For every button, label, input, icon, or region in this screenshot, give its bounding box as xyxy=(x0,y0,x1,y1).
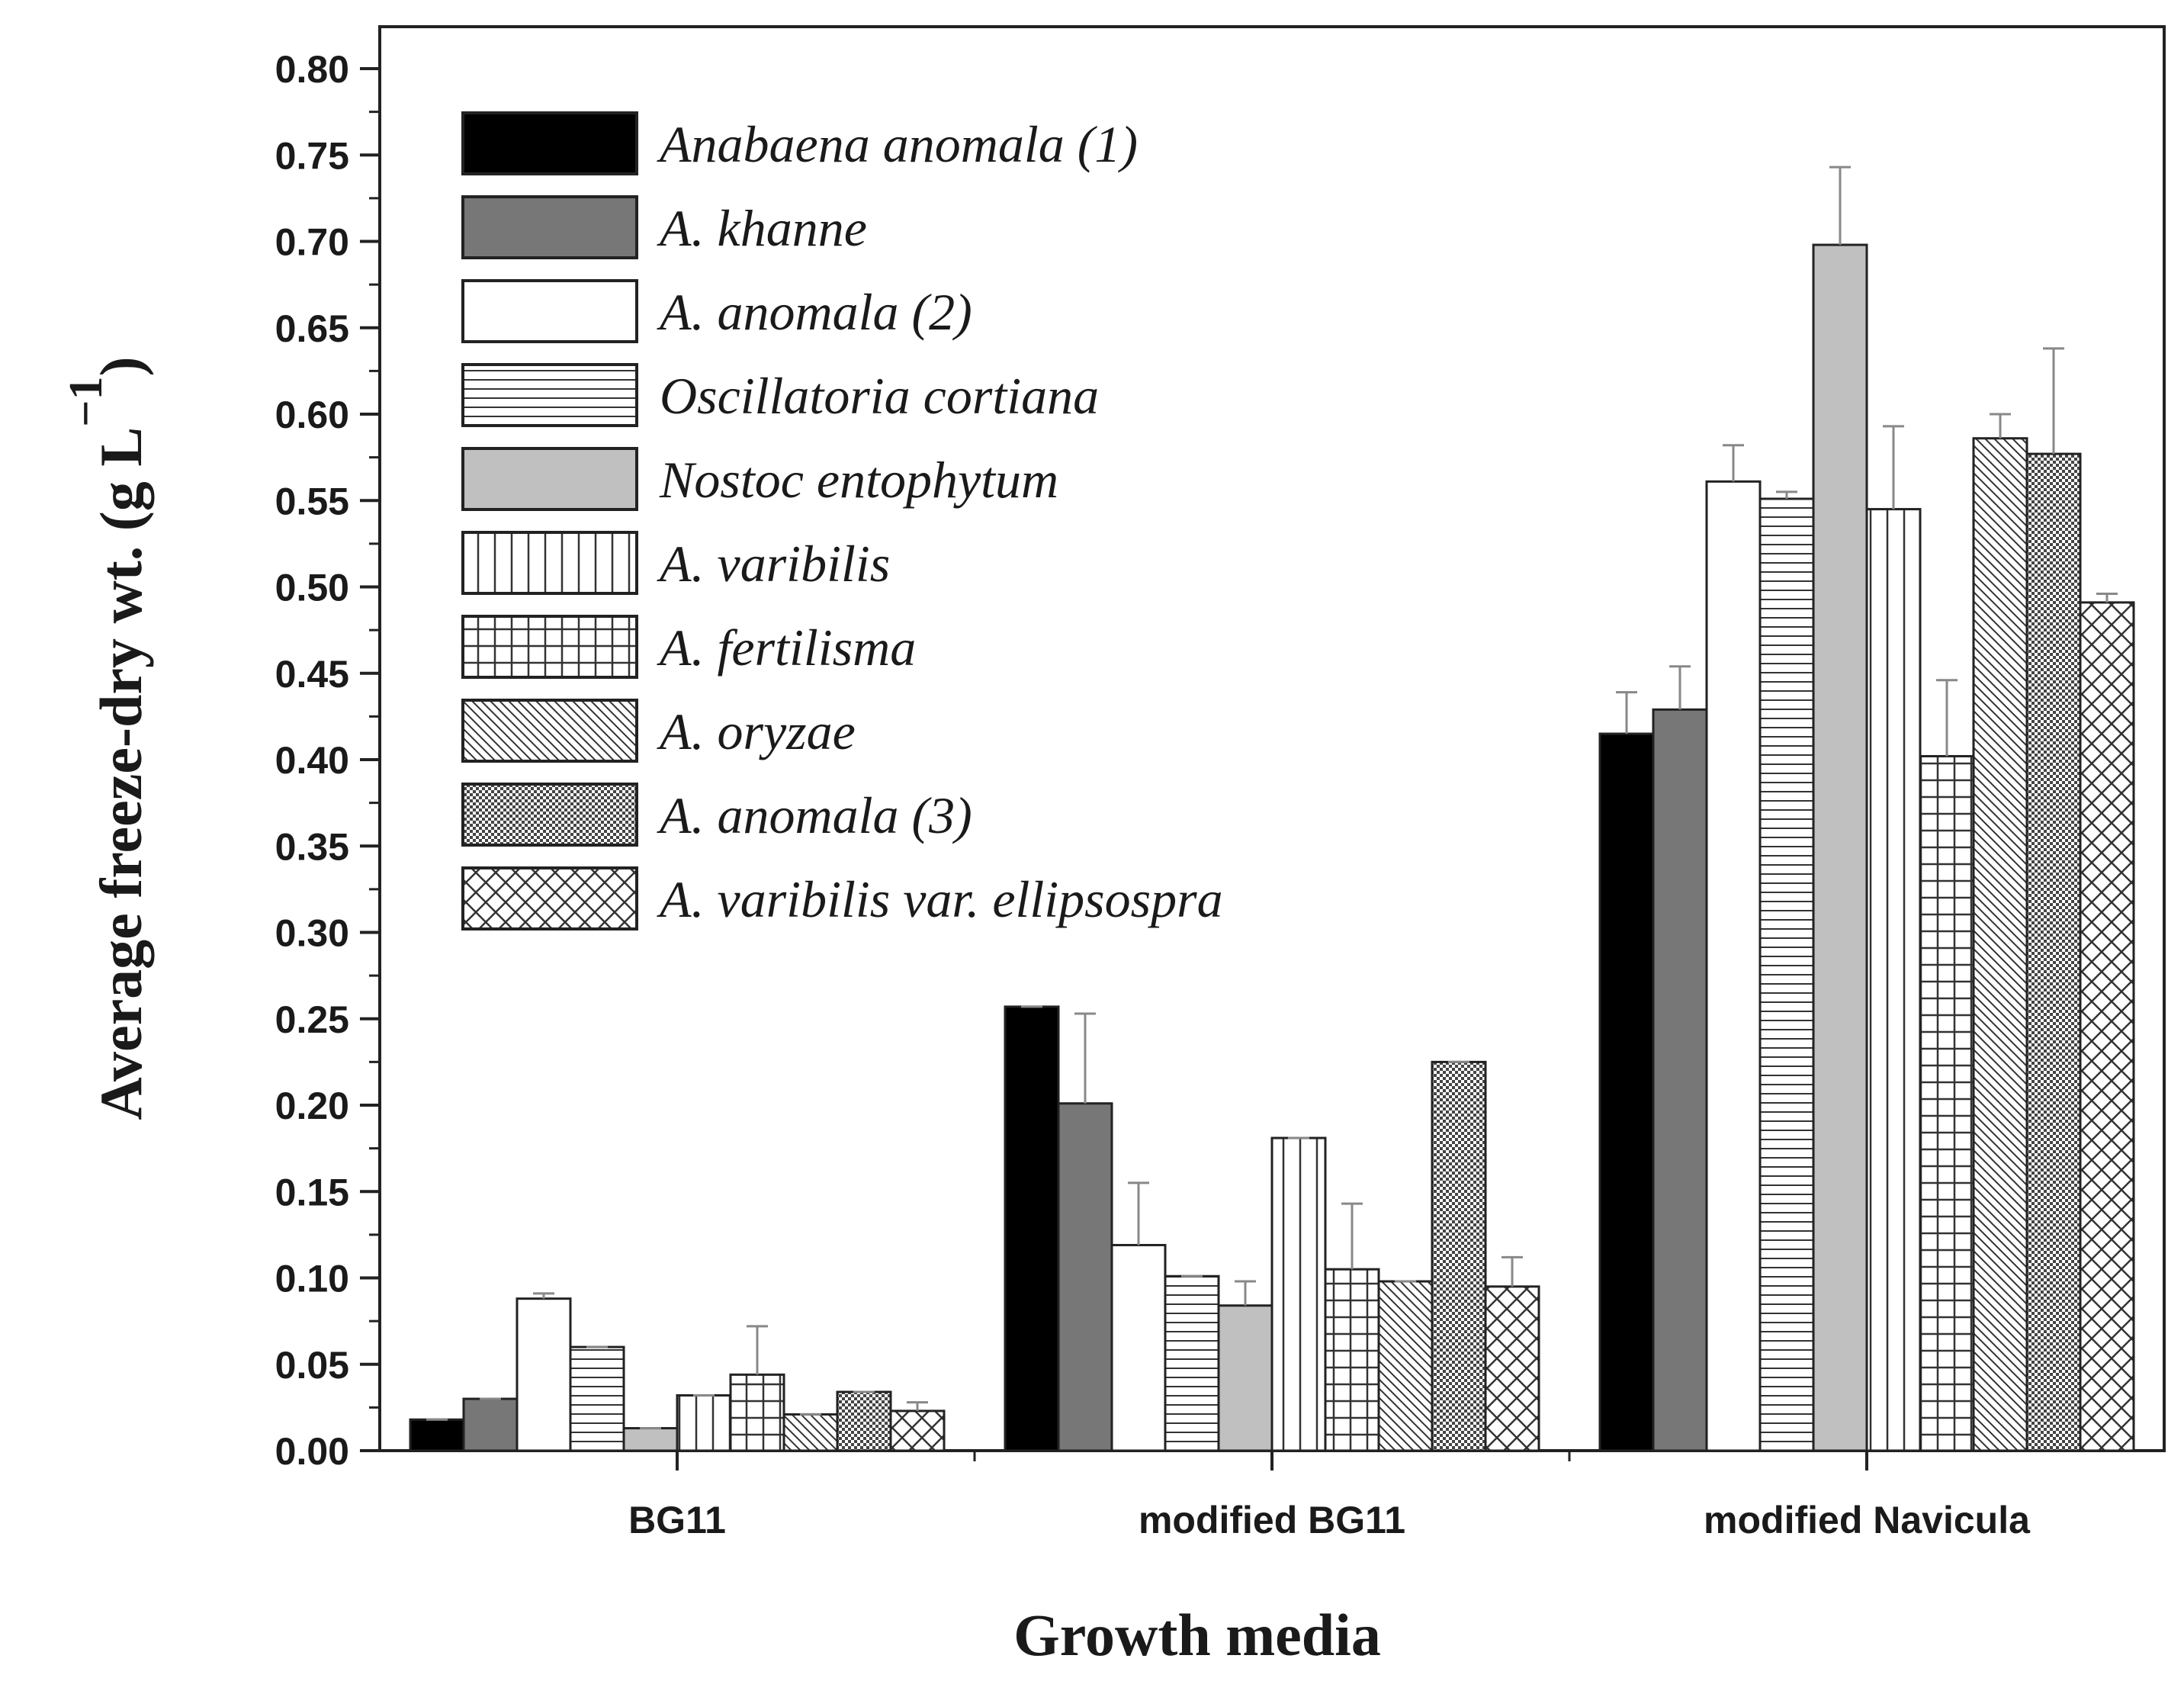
legend-swatch-a-fertilisma xyxy=(461,615,638,679)
bar-a-varibilis-modified-navicula xyxy=(1865,508,1922,1452)
y-tick-label: 0.25 xyxy=(275,998,349,1041)
x-axis-title: Growth media xyxy=(1013,1602,1381,1668)
y-tick-label: 0.05 xyxy=(275,1344,349,1387)
y-tick-label: 0.40 xyxy=(275,739,349,782)
legend-label-a-anomala-3: A. anomala (3) xyxy=(657,786,972,844)
bar-anabaena-anomala-1-bg11 xyxy=(409,1418,465,1452)
y-tick-label: 0.80 xyxy=(275,48,349,91)
bar-a-varibilis-var-ellipsospra-modified-bg11 xyxy=(1484,1285,1540,1452)
legend-swatch-a-anomala-2 xyxy=(461,279,638,343)
bar-oscillatoria-cortiana-modified-navicula xyxy=(1758,497,1815,1452)
y-tick-label: 0.75 xyxy=(275,134,349,177)
bar-a-anomala-2-bg11 xyxy=(515,1297,572,1452)
error-bars-group xyxy=(426,166,2118,1430)
bar-a-anomala-2-modified-navicula xyxy=(1705,480,1762,1452)
bar-a-khanne-modified-bg11 xyxy=(1057,1102,1113,1452)
y-tick-label: 0.65 xyxy=(275,307,349,350)
legend-swatch-a-oryzae xyxy=(461,699,638,763)
bar-a-oryzae-modified-bg11 xyxy=(1377,1280,1434,1452)
y-tick-label: 0.00 xyxy=(275,1430,349,1473)
legend-swatch-anabaena-anomala-1 xyxy=(461,111,638,175)
bar-a-khanne-modified-navicula xyxy=(1652,708,1708,1452)
y-tick-label: 0.50 xyxy=(275,567,349,609)
y-tick-label: 0.45 xyxy=(275,653,349,696)
legend-label-a-khanne: A. khanne xyxy=(657,199,867,257)
y-axis-ticks: 0.00 0.05 0.10 0.15 0.20 0.25 0.30 0.35 0.40 0.45… xyxy=(275,48,380,1473)
bar-a-oryzae-modified-navicula xyxy=(1972,437,2028,1452)
bar-anabaena-anomala-1-modified-bg11 xyxy=(1004,1005,1060,1452)
bars-group xyxy=(409,243,2135,1452)
bar-a-varibilis-var-ellipsospra-modified-navicula xyxy=(2079,601,2135,1452)
bar-nostoc-entophytum-modified-navicula xyxy=(1812,243,1868,1452)
bar-a-varibilis-bg11 xyxy=(676,1394,732,1452)
bar-a-fertilisma-modified-bg11 xyxy=(1324,1268,1380,1452)
y-tick-label: 0.15 xyxy=(275,1171,349,1213)
legend-swatch-a-varibilis xyxy=(461,531,638,595)
bar-nostoc-entophytum-modified-bg11 xyxy=(1217,1304,1273,1452)
y-axis-title: Average freeze-dry wt. (g L xyxy=(88,427,154,1120)
bar-oscillatoria-cortiana-bg11 xyxy=(569,1345,625,1452)
legend-swatch-a-varibilis-var-ellipsospra xyxy=(461,866,638,930)
y-tick-label: 0.20 xyxy=(275,1085,349,1127)
y-tick-label: 0.60 xyxy=(275,394,349,436)
legend-label-a-fertilisma: A. fertilisma xyxy=(657,619,916,677)
y-tick-label: 0.35 xyxy=(275,825,349,868)
y-axis-title-superscript: −1 xyxy=(60,376,112,426)
bar-a-anomala-3-modified-navicula xyxy=(2025,452,2082,1452)
legend-swatch-oscillatoria-cortiana xyxy=(461,363,638,427)
bar-a-varibilis-modified-bg11 xyxy=(1270,1136,1327,1452)
legend-label-anabaena-anomala-1: Anabaena anomala (1) xyxy=(657,115,1138,173)
x-axis-ticks: BG11 modified BG11 modified Navicula xyxy=(628,1451,2031,1541)
legend-label-a-varibilis: A. varibilis xyxy=(657,535,890,593)
y-axis-title-group: Average freeze-dry wt. (g L−1) xyxy=(60,356,154,1120)
legend-swatch-a-khanne xyxy=(461,195,638,259)
bar-a-anomala-3-modified-bg11 xyxy=(1431,1060,1487,1452)
legend-swatch-a-anomala-3 xyxy=(461,783,638,847)
bar-a-oryzae-bg11 xyxy=(782,1413,839,1452)
bar-a-anomala-2-modified-bg11 xyxy=(1110,1243,1167,1452)
bar-oscillatoria-cortiana-modified-bg11 xyxy=(1164,1274,1220,1452)
bar-a-fertilisma-bg11 xyxy=(729,1373,785,1452)
y-tick-label: 0.10 xyxy=(275,1258,349,1300)
y-tick-label: 0.70 xyxy=(275,221,349,264)
legend-swatch-nostoc-entophytum xyxy=(461,447,638,511)
legend-label-oscillatoria-cortiana: Oscillatoria cortiana xyxy=(660,367,1099,425)
legend-label-a-anomala-2: A. anomala (2) xyxy=(657,283,972,341)
bar-a-fertilisma-modified-navicula xyxy=(1919,754,1975,1452)
legend: Anabaena anomala (1) A. khanne A. anomala … xyxy=(461,111,1223,930)
y-axis-title-close: ) xyxy=(88,356,154,376)
bar-anabaena-anomala-1-modified-navicula xyxy=(1598,732,1655,1452)
bar-nostoc-entophytum-bg11 xyxy=(622,1427,679,1452)
x-tick-label-bg11: BG11 xyxy=(628,1499,726,1541)
x-tick-label-modified-navicula: modified Navicula xyxy=(1704,1499,2031,1541)
bar-a-khanne-bg11 xyxy=(462,1397,519,1452)
y-tick-label: 0.55 xyxy=(275,480,349,522)
bar-a-anomala-3-bg11 xyxy=(836,1390,892,1452)
y-tick-label: 0.30 xyxy=(275,912,349,955)
bar-a-varibilis-var-ellipsospra-bg11 xyxy=(889,1409,946,1452)
x-tick-label-modified-bg11: modified BG11 xyxy=(1139,1499,1405,1541)
legend-label-a-varibilis-var-ellipsospra: A. varibilis var. ellipsospra xyxy=(657,870,1223,928)
legend-label-a-oryzae: A. oryzae xyxy=(657,702,856,760)
legend-label-nostoc-entophytum: Nostoc entophytum xyxy=(659,451,1058,509)
svg-text:Average freeze-dry wt. (g L−1): Average freeze-dry wt. (g L−1) xyxy=(60,356,154,1120)
